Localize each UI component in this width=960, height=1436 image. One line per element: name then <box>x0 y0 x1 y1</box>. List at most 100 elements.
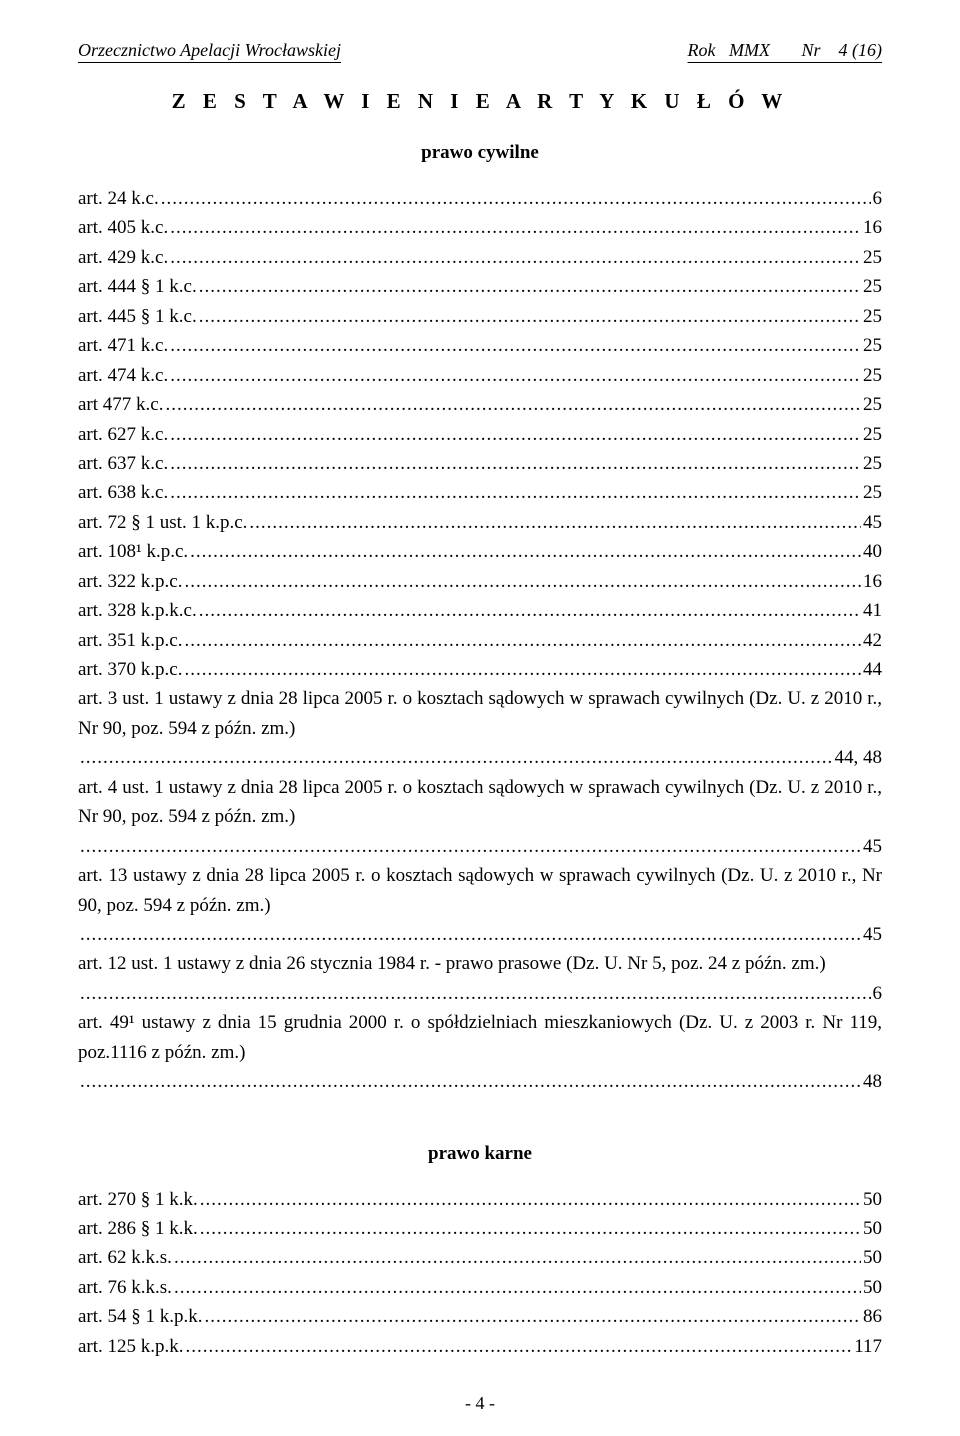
toc-page: 25 <box>863 302 882 331</box>
toc-dots <box>80 920 861 949</box>
toc-row: art. 445 § 1 k.c. 25 <box>78 302 882 331</box>
toc-row: art. 351 k.p.c. 42 <box>78 626 882 655</box>
toc-dots <box>80 743 833 772</box>
toc-dots <box>170 331 861 360</box>
toc-page: 6 <box>873 184 883 213</box>
toc-page: 6 <box>873 979 883 1008</box>
toc-dots <box>184 567 861 596</box>
toc-label: art. 351 k.p.c. <box>78 626 182 655</box>
toc-label: art. 370 k.p.c. <box>78 655 182 684</box>
toc-label: art. 405 k.c. <box>78 213 168 242</box>
civil-toc: art. 24 k.c. 6art. 405 k.c. 16art. 429 k… <box>78 184 882 684</box>
header-right: Rok MMX Nr 4 (16) <box>688 40 882 61</box>
toc-page: 48 <box>863 1067 882 1096</box>
toc-page: 25 <box>863 361 882 390</box>
toc-row: art. 322 k.p.c. 16 <box>78 567 882 596</box>
toc-label: art. 637 k.c. <box>78 449 168 478</box>
toc-label: art. 270 § 1 k.k. <box>78 1185 198 1214</box>
penal-toc: art. 270 § 1 k.k.50art. 286 § 1 k.k.50ar… <box>78 1185 882 1362</box>
toc-row: art. 405 k.c. 16 <box>78 213 882 242</box>
toc-dots <box>80 979 871 1008</box>
toc-page: 45 <box>863 508 882 537</box>
toc-dots <box>186 1332 853 1361</box>
toc-dots <box>199 596 861 625</box>
toc-dots <box>200 1185 861 1214</box>
toc-label: art. 627 k.c. <box>78 420 168 449</box>
toc-row: art. 54 § 1 k.p.k.86 <box>78 1302 882 1331</box>
toc-row: art. 637 k.c. 25 <box>78 449 882 478</box>
toc-page: 45 <box>863 920 882 949</box>
toc-page: 44, 48 <box>835 743 883 772</box>
toc-paragraph-entry: art. 49¹ ustawy z dnia 15 grudnia 2000 r… <box>78 1008 882 1067</box>
toc-page: 16 <box>863 213 882 242</box>
toc-label: art 477 k.c. <box>78 390 163 419</box>
toc-label: art. 286 § 1 k.k. <box>78 1214 198 1243</box>
civil-paragraph-entries: art. 3 ust. 1 ustawy z dnia 28 lipca 200… <box>78 684 882 1096</box>
page: Orzecznictwo Apelacji Wrocławskiej Rok M… <box>0 0 960 1436</box>
toc-page: 16 <box>863 567 882 596</box>
toc-dots <box>205 1302 861 1331</box>
page-title: Z E S T A W I E N I E A R T Y K U Ł Ó W <box>78 89 882 114</box>
toc-dots <box>170 213 861 242</box>
toc-row: art. 444 § 1 k.c. 25 <box>78 272 882 301</box>
toc-row: art. 270 § 1 k.k. 50 <box>78 1185 882 1214</box>
toc-page: 25 <box>863 420 882 449</box>
toc-page: 40 <box>863 537 882 566</box>
toc-label: art. 108¹ k.p.c. <box>78 537 188 566</box>
toc-dots <box>170 361 861 390</box>
toc-row: art. 76 k.k.s. 50 <box>78 1273 882 1302</box>
toc-row: art. 108¹ k.p.c. 40 <box>78 537 882 566</box>
toc-row: art. 370 k.p.c. 44 <box>78 655 882 684</box>
toc-dots <box>170 478 861 507</box>
page-number: - 4 - <box>0 1393 960 1414</box>
toc-paragraph-entry: art. 4 ust. 1 ustawy z dnia 28 lipca 200… <box>78 773 882 832</box>
toc-label: art. 54 § 1 k.p.k. <box>78 1302 203 1331</box>
toc-row: 48 <box>78 1067 882 1096</box>
toc-row: art 477 k.c. 25 <box>78 390 882 419</box>
toc-label: art. 445 § 1 k.c. <box>78 302 197 331</box>
toc-dots <box>161 184 871 213</box>
toc-row: 45 <box>78 832 882 861</box>
toc-dots <box>80 832 861 861</box>
toc-label: art. 444 § 1 k.c. <box>78 272 197 301</box>
toc-paragraph-entry: art. 13 ustawy z dnia 28 lipca 2005 r. o… <box>78 861 882 920</box>
toc-page: 50 <box>863 1273 882 1302</box>
toc-row: art. 62 k.k.s. 50 <box>78 1243 882 1272</box>
toc-dots <box>165 390 861 419</box>
toc-dots <box>249 508 861 537</box>
toc-row: art. 328 k.p.k.c. 41 <box>78 596 882 625</box>
toc-dots <box>190 537 861 566</box>
toc-row: art. 638 k.c. 25 <box>78 478 882 507</box>
section-heading-penal: prawo karne <box>78 1143 882 1165</box>
toc-page: 117 <box>854 1332 882 1361</box>
toc-paragraph-entry: art. 12 ust. 1 ustawy z dnia 26 stycznia… <box>78 949 882 978</box>
toc-page: 45 <box>863 832 882 861</box>
toc-page: 25 <box>863 331 882 360</box>
toc-dots <box>170 243 861 272</box>
toc-paragraph-entry: art. 3 ust. 1 ustawy z dnia 28 lipca 200… <box>78 684 882 743</box>
toc-page: 41 <box>863 596 882 625</box>
toc-row: art. 429 k.c. 25 <box>78 243 882 272</box>
toc-dots <box>200 1214 861 1243</box>
toc-page: 25 <box>863 390 882 419</box>
toc-label: art. 328 k.p.k.c. <box>78 596 197 625</box>
toc-row: art. 286 § 1 k.k. 50 <box>78 1214 882 1243</box>
toc-label: art. 638 k.c. <box>78 478 168 507</box>
toc-row: art. 72 § 1 ust. 1 k.p.c. 45 <box>78 508 882 537</box>
toc-page: 50 <box>863 1214 882 1243</box>
toc-dots <box>170 449 861 478</box>
toc-row: 44, 48 <box>78 743 882 772</box>
toc-page: 50 <box>863 1185 882 1214</box>
toc-row: art. 471 k.c. 25 <box>78 331 882 360</box>
toc-dots <box>174 1273 861 1302</box>
section-heading-civil: prawo cywilne <box>78 142 882 164</box>
toc-dots <box>174 1243 861 1272</box>
toc-row: art. 627 k.c. 25 <box>78 420 882 449</box>
toc-page: 25 <box>863 272 882 301</box>
toc-dots <box>170 420 861 449</box>
header-left: Orzecznictwo Apelacji Wrocławskiej <box>78 40 341 61</box>
toc-page: 25 <box>863 478 882 507</box>
toc-row: art. 125 k.p.k.117 <box>78 1332 882 1361</box>
toc-label: art. 322 k.p.c. <box>78 567 182 596</box>
toc-dots <box>199 272 861 301</box>
